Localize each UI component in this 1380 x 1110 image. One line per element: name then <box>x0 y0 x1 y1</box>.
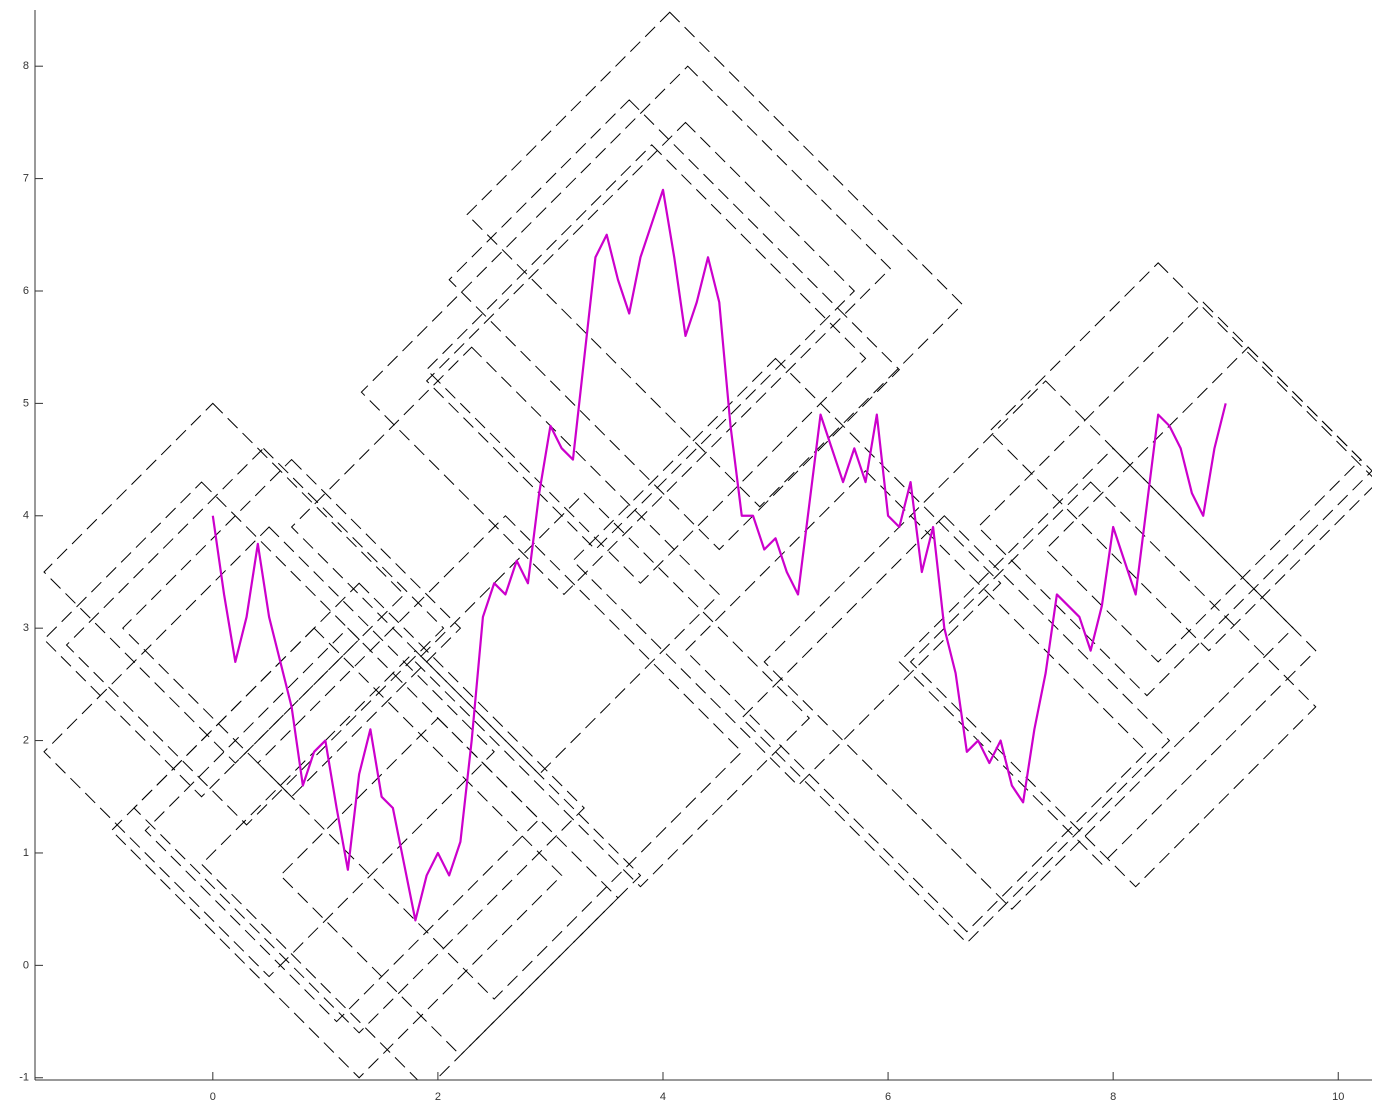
dashed-square <box>425 121 856 551</box>
dashed-square <box>200 649 642 1080</box>
x-tick-label: 8 <box>1110 1091 1116 1103</box>
x-tick-label: 6 <box>885 1091 891 1103</box>
x-tick-label: 4 <box>660 1091 666 1103</box>
dashed-square <box>122 458 462 798</box>
dashed-square <box>988 262 1372 652</box>
dashed-square <box>684 470 1148 933</box>
dashed-square <box>448 99 901 551</box>
dashed-square <box>1044 346 1362 663</box>
dashed-square <box>360 65 892 596</box>
dashed-square <box>898 447 1317 865</box>
y-tick-label: 5 <box>23 397 29 409</box>
y-tick-label: 7 <box>23 172 29 184</box>
y-tick-label: 2 <box>23 734 29 746</box>
y-tick-label: -1 <box>19 1072 29 1084</box>
dashed-square <box>110 627 563 1079</box>
plot-area <box>43 11 1372 1080</box>
dashed-square <box>133 582 585 1034</box>
y-tick-label: 0 <box>23 959 29 971</box>
dashed-square <box>741 515 1171 944</box>
dashed-square <box>290 346 720 775</box>
dashed-square <box>43 526 495 978</box>
dashed-square <box>977 301 1372 697</box>
dashed-square <box>144 627 540 1023</box>
dashed-square <box>65 447 445 826</box>
y-tick-label: 4 <box>23 510 29 522</box>
dashed-square <box>43 402 405 764</box>
dashed-square <box>414 492 810 888</box>
dashed-square <box>425 144 867 584</box>
dashed-square <box>466 11 964 508</box>
dashed-square <box>909 481 1317 888</box>
dashed-square <box>43 481 360 798</box>
x-tick-label: 2 <box>435 1091 441 1103</box>
x-tick-label: 0 <box>210 1091 216 1103</box>
curve <box>211 188 1227 922</box>
dashed-square <box>257 515 743 1000</box>
dashed-square <box>572 357 1002 787</box>
dashed-square <box>279 717 619 1056</box>
y-tick-label: 6 <box>23 285 29 297</box>
y-tick-label: 3 <box>23 622 29 634</box>
y-tick-label: 1 <box>23 847 29 859</box>
x-tick-label: 10 <box>1332 1091 1344 1103</box>
y-tick-label: 8 <box>23 60 29 72</box>
dashed-square <box>763 380 1294 910</box>
